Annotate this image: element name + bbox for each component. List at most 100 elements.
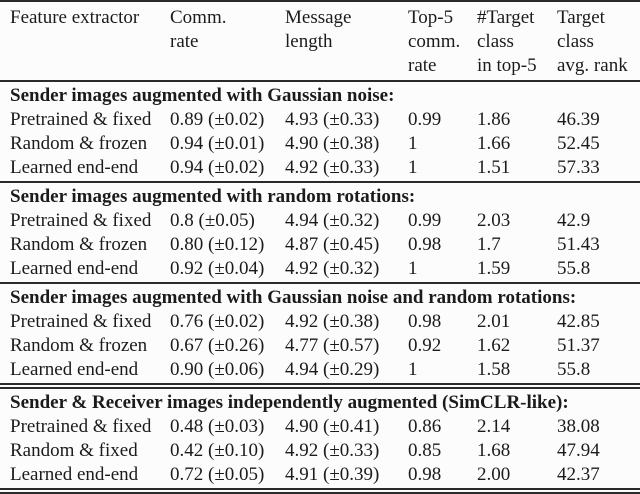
col-header-feature-extractor: Feature extractor — [10, 6, 170, 30]
cell-feature-extractor: Random & frozen — [10, 335, 148, 356]
cell-message-length: 4.92 (±0.33) — [285, 157, 380, 178]
table-row: Learned end-end 0.94 (±0.02) 4.92 (±0.33… — [0, 156, 640, 180]
cell-comm-rate: 0.94 (±0.01) — [170, 133, 265, 154]
cell-feature-extractor: Random & fixed — [10, 440, 138, 461]
cell-target-class-in-top5: 2.03 — [477, 210, 511, 231]
cell-target-class-in-top5: 2.01 — [477, 311, 511, 332]
cell-feature-extractor: Pretrained & fixed — [10, 210, 152, 231]
cell-comm-rate: 0.67 (±0.26) — [170, 335, 265, 356]
table-row: Learned end-end 0.72 (±0.05) 4.91 (±0.39… — [0, 463, 640, 487]
section-rule — [0, 282, 640, 284]
cell-target-class-avg-rank: 46.39 — [557, 109, 600, 130]
header-line: Top-5 — [408, 7, 454, 28]
cell-comm-rate: 0.72 (±0.05) — [170, 464, 265, 485]
cell-message-length: 4.90 (±0.41) — [285, 416, 380, 437]
cell-target-class-avg-rank: 52.45 — [557, 133, 600, 154]
cell-target-class-avg-rank: 47.94 — [557, 440, 600, 461]
header-line: Message — [285, 7, 352, 28]
table-row: Pretrained & fixed 0.48 (±0.03) 4.90 (±0… — [0, 415, 640, 439]
cell-comm-rate: 0.89 (±0.02) — [170, 109, 265, 130]
header-rule — [0, 80, 640, 82]
cell-target-class-avg-rank: 42.85 — [557, 311, 600, 332]
cell-target-class-avg-rank: 38.08 — [557, 416, 600, 437]
col-header-target-class-avg-rank: Target class avg. rank — [557, 6, 636, 78]
table-row: Pretrained & fixed 0.8 (±0.05) 4.94 (±0.… — [0, 209, 640, 233]
cell-target-class-in-top5: 2.14 — [477, 416, 511, 437]
col-header-comm-rate: Comm. rate — [170, 6, 285, 54]
table-row: Random & frozen 0.67 (±0.26) 4.77 (±0.57… — [0, 334, 640, 358]
cell-message-length: 4.92 (±0.32) — [285, 258, 380, 279]
table-row: Pretrained & fixed 0.89 (±0.02) 4.93 (±0… — [0, 108, 640, 132]
table-row: Pretrained & fixed 0.76 (±0.02) 4.92 (±0… — [0, 310, 640, 334]
cell-top5-comm-rate: 0.85 — [408, 440, 442, 461]
cell-target-class-avg-rank: 42.37 — [557, 464, 600, 485]
cell-top5-comm-rate: 0.92 — [408, 335, 442, 356]
cell-top5-comm-rate: 0.86 — [408, 416, 442, 437]
col-header-top5-comm-rate: Top-5 comm. rate — [408, 6, 477, 78]
cell-feature-extractor: Random & frozen — [10, 234, 148, 255]
header-line: in top-5 — [477, 55, 537, 76]
cell-feature-extractor: Learned end-end — [10, 359, 139, 380]
cell-message-length: 4.77 (±0.57) — [285, 335, 380, 356]
cell-message-length: 4.94 (±0.32) — [285, 210, 380, 231]
cell-target-class-in-top5: 1.86 — [477, 109, 511, 130]
table-row: Learned end-end 0.90 (±0.06) 4.94 (±0.29… — [0, 358, 640, 382]
table-row: Learned end-end 0.92 (±0.04) 4.92 (±0.32… — [0, 257, 640, 281]
cell-feature-extractor: Pretrained & fixed — [10, 109, 152, 130]
table-row: Random & frozen 0.94 (±0.01) 4.90 (±0.38… — [0, 132, 640, 156]
cell-target-class-avg-rank: 51.37 — [557, 335, 600, 356]
header-line: comm. — [408, 31, 461, 52]
cell-feature-extractor: Pretrained & fixed — [10, 416, 152, 437]
section-random-rotations: Sender images augmented with random rota… — [0, 183, 640, 282]
cell-message-length: 4.92 (±0.33) — [285, 440, 380, 461]
header-line: avg. rank — [557, 55, 628, 76]
cell-message-length: 4.87 (±0.45) — [285, 234, 380, 255]
col-header-target-class-in-top5: #Target class in top-5 — [477, 6, 557, 78]
cell-feature-extractor: Learned end-end — [10, 157, 139, 178]
cell-top5-comm-rate: 1 — [408, 133, 418, 154]
cell-feature-extractor: Learned end-end — [10, 258, 139, 279]
cell-target-class-in-top5: 1.66 — [477, 133, 511, 154]
table-row: Random & fixed 0.42 (±0.10) 4.92 (±0.33)… — [0, 439, 640, 463]
cell-target-class-avg-rank: 55.8 — [557, 258, 591, 279]
cell-target-class-in-top5: 1.7 — [477, 234, 501, 255]
bottom-double-rule — [0, 488, 640, 494]
cell-top5-comm-rate: 0.98 — [408, 311, 442, 332]
cell-comm-rate: 0.8 (±0.05) — [170, 210, 255, 231]
section-title: Sender images augmented with random rota… — [10, 186, 416, 207]
section-title: Sender & Receiver images independently a… — [10, 392, 569, 413]
cell-message-length: 4.90 (±0.38) — [285, 133, 380, 154]
section-gaussian-noise: Sender images augmented with Gaussian no… — [0, 82, 640, 181]
section-rule — [0, 181, 640, 183]
cell-message-length: 4.93 (±0.33) — [285, 109, 380, 130]
table-row: Random & frozen 0.80 (±0.12) 4.87 (±0.45… — [0, 233, 640, 257]
cell-target-class-in-top5: 1.51 — [477, 157, 511, 178]
cell-comm-rate: 0.94 (±0.02) — [170, 157, 265, 178]
cell-feature-extractor: Random & frozen — [10, 133, 148, 154]
cell-top5-comm-rate: 1 — [408, 258, 418, 279]
header-line: Target — [557, 7, 605, 28]
cell-top5-comm-rate: 0.98 — [408, 234, 442, 255]
cell-comm-rate: 0.48 (±0.03) — [170, 416, 265, 437]
section-simclr-like: Sender & Receiver images independently a… — [0, 389, 640, 488]
header-line: length — [285, 31, 333, 52]
header-line: class — [477, 31, 514, 52]
cell-feature-extractor: Learned end-end — [10, 464, 139, 485]
cell-target-class-avg-rank: 55.8 — [557, 359, 591, 380]
cell-target-class-avg-rank: 51.43 — [557, 234, 600, 255]
cell-feature-extractor: Pretrained & fixed — [10, 311, 152, 332]
cell-top5-comm-rate: 1 — [408, 359, 418, 380]
cell-comm-rate: 0.42 (±0.10) — [170, 440, 265, 461]
section-double-rule — [0, 383, 640, 389]
header-line: #Target — [477, 7, 535, 28]
cell-top5-comm-rate: 0.99 — [408, 210, 442, 231]
cell-target-class-avg-rank: 57.33 — [557, 157, 600, 178]
cell-target-class-in-top5: 1.59 — [477, 258, 511, 279]
cell-message-length: 4.92 (±0.38) — [285, 311, 380, 332]
cell-message-length: 4.94 (±0.29) — [285, 359, 380, 380]
top-rule — [0, 0, 640, 2]
cell-target-class-in-top5: 1.62 — [477, 335, 511, 356]
cell-target-class-avg-rank: 42.9 — [557, 210, 591, 231]
header-line: Comm. — [170, 7, 227, 28]
